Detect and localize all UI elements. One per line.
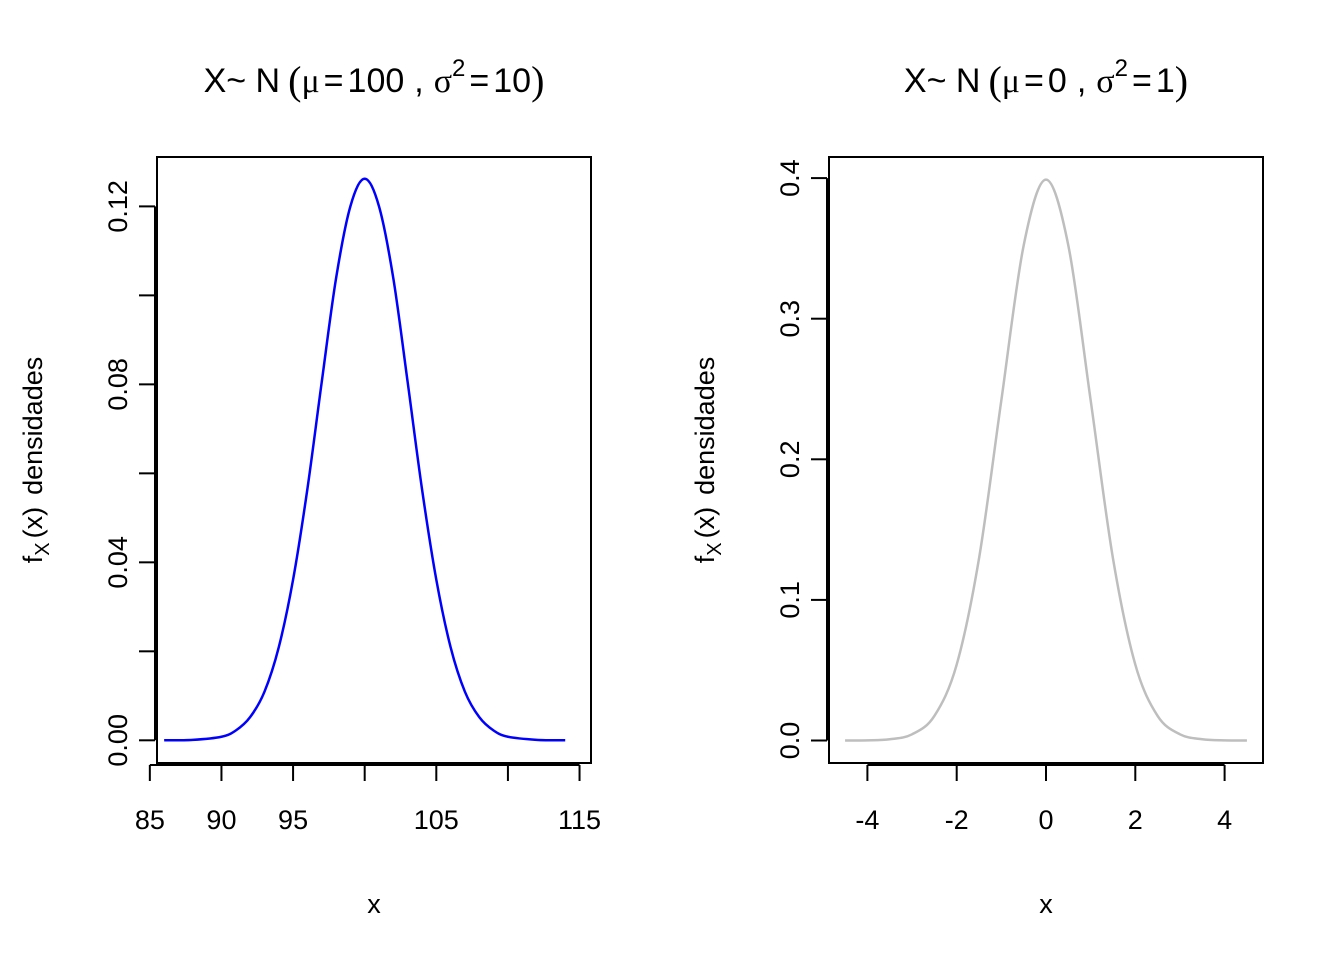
- panel-1: X~ N (μ = 100, σ2 = 10) 85 90 95 105 115 0.000.040…: [18, 55, 601, 919]
- panel-1-x-axis-label: x: [367, 889, 381, 919]
- x-tick-label: 115: [558, 805, 601, 835]
- panel-2-x-axis-label: x: [1039, 889, 1053, 919]
- panel-2-x-axis: -4 -2 0 2 4: [855, 764, 1232, 835]
- y-tick-label: 0.12: [103, 180, 133, 233]
- y-tick-label: 0.04: [103, 536, 133, 589]
- x-tick-label: 4: [1217, 805, 1232, 835]
- x-tick-label: 0: [1038, 805, 1053, 835]
- y-tick-label: 0.1: [775, 581, 805, 619]
- density-curve: [845, 178, 1247, 742]
- x-tick-label: 85: [135, 805, 165, 835]
- panel-2: X~ N (μ = 0, σ2 = 1) -4 -2 0 2 4 0.0 0.1 0.2 0.3 0.4 x…: [690, 55, 1264, 919]
- panel-2-y-axis-label: fX(x)densidades: [690, 357, 726, 563]
- y-tick-label: 0.2: [775, 441, 805, 479]
- panel-1-x-axis: 85 90 95 105 115: [135, 764, 601, 835]
- panel-1-y-axis-label: fX(x)densidades: [18, 357, 54, 563]
- panel-2-plot-box: [828, 156, 1264, 764]
- panel-1-title: X~ N (μ = 100, σ2 = 10): [204, 55, 545, 103]
- density-curve: [164, 177, 566, 742]
- y-tick-label: 0.0: [775, 722, 805, 760]
- y-tick-label: 0.00: [103, 714, 133, 767]
- y-tick-label: 0.3: [775, 300, 805, 338]
- x-tick-label: 2: [1128, 805, 1143, 835]
- x-tick-label: -2: [945, 805, 969, 835]
- x-tick-label: 95: [278, 805, 308, 835]
- panel-2-series: [845, 178, 1247, 742]
- panel-2-y-axis: 0.0 0.1 0.2 0.3 0.4: [775, 159, 828, 760]
- x-tick-label: -4: [855, 805, 879, 835]
- y-tick-label: 0.4: [775, 159, 805, 197]
- panel-2-title: X~ N (μ = 0, σ2 = 1): [904, 55, 1188, 103]
- x-tick-label: 105: [414, 805, 459, 835]
- panel-1-series: [164, 177, 566, 742]
- x-tick-label: 90: [206, 805, 236, 835]
- panel-1-y-axis: 0.00 0.04 0.08 0.12: [103, 180, 156, 767]
- y-tick-label: 0.08: [103, 358, 133, 411]
- panel-1-plot-box: [156, 156, 592, 764]
